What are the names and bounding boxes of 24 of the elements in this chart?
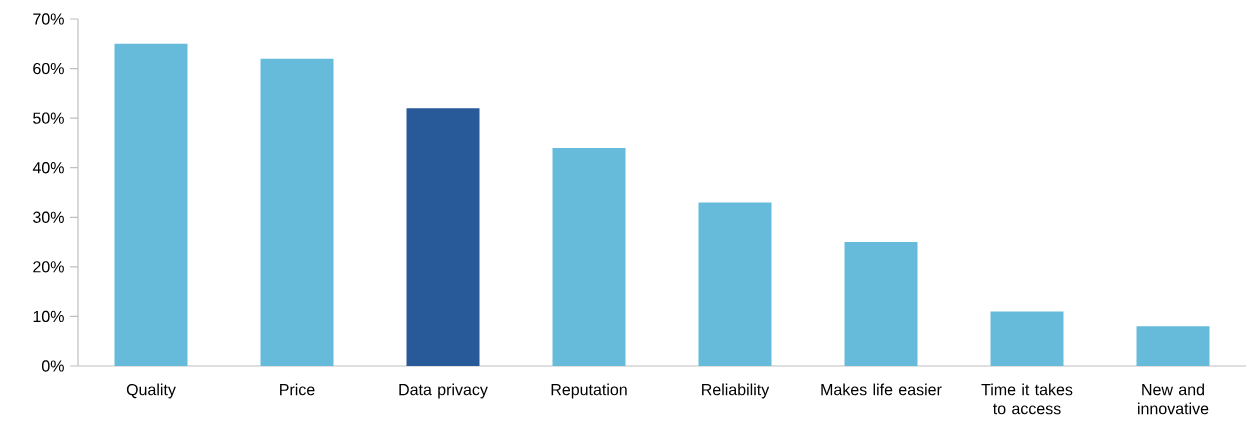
x-tick-label: Quality bbox=[126, 383, 176, 399]
y-tick-label: 0% bbox=[41, 360, 64, 372]
x-tick-label: Reputation bbox=[551, 383, 627, 399]
y-tick-label: 50% bbox=[33, 112, 64, 124]
y-tick-label: 60% bbox=[33, 62, 64, 75]
x-tick-label: Reliability bbox=[702, 383, 770, 399]
x-tick-label: New and innovative bbox=[1138, 383, 1209, 415]
bar bbox=[1136, 326, 1210, 366]
bar bbox=[990, 311, 1064, 366]
bar bbox=[698, 202, 772, 366]
bar bbox=[552, 147, 626, 366]
y-tick-label: 70% bbox=[33, 13, 64, 25]
y-tick-label: 10% bbox=[33, 310, 64, 323]
x-tick-label: Data privacy bbox=[399, 383, 488, 399]
x-tick-label: Price bbox=[280, 383, 315, 396]
y-tick-label: 40% bbox=[32, 162, 64, 174]
bar bbox=[844, 242, 918, 366]
x-tick-label: Time it takes to access bbox=[981, 383, 1073, 415]
y-tick-label: 20% bbox=[33, 261, 64, 273]
x-tick-label: Makes life easier bbox=[821, 383, 942, 396]
bar bbox=[114, 43, 188, 366]
y-tick-label: 30% bbox=[33, 211, 64, 223]
bar bbox=[260, 58, 334, 366]
bar bbox=[406, 108, 480, 366]
